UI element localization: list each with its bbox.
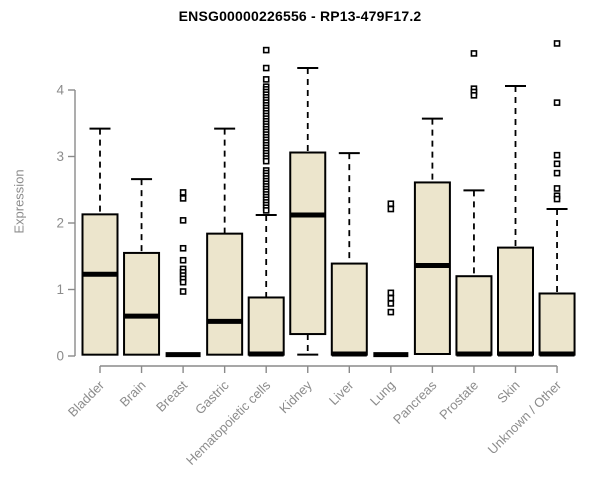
chart-title: ENSG00000226556 - RP13-479F17.2 xyxy=(178,8,422,24)
outlier-point xyxy=(262,207,270,214)
x-category-label: Kidney xyxy=(276,377,315,416)
outlier-point xyxy=(262,64,270,72)
y-tick-label: 1 xyxy=(56,282,64,297)
outlier-point xyxy=(179,244,187,252)
box-iqr xyxy=(497,246,534,356)
outlier-point xyxy=(470,92,478,99)
outlier-point xyxy=(387,289,395,297)
x-category-label: Breast xyxy=(153,377,190,414)
outlier-point xyxy=(179,189,187,196)
box-iqr xyxy=(206,232,244,356)
y-tick-label: 4 xyxy=(56,83,64,98)
outlier-point xyxy=(470,50,478,57)
box-iqr xyxy=(413,181,451,356)
outlier-point xyxy=(262,46,270,54)
outlier-point xyxy=(553,185,561,192)
box-iqr xyxy=(81,213,119,356)
outlier-point xyxy=(553,195,561,203)
x-category-label: Gastric xyxy=(192,377,232,417)
outlier-point xyxy=(179,195,187,202)
y-tick-label: 2 xyxy=(56,216,64,231)
outlier-point xyxy=(387,205,395,213)
outlier-point xyxy=(553,151,561,159)
x-category-label: Liver xyxy=(326,377,357,408)
outlier-point xyxy=(179,278,187,286)
outlier-point xyxy=(262,157,270,165)
outlier-point xyxy=(179,288,187,295)
box-iqr xyxy=(123,251,161,356)
x-category-label: Lung xyxy=(367,378,398,409)
outlier-point xyxy=(553,169,561,177)
y-tick-label: 0 xyxy=(56,349,64,364)
x-category-label: Prostate xyxy=(436,378,481,423)
box-iqr xyxy=(330,262,368,356)
box-iqr xyxy=(289,151,327,336)
outlier-point xyxy=(179,256,187,264)
outlier-point xyxy=(553,160,561,168)
x-category-label: Unknown / Other xyxy=(485,377,565,457)
outlier-point xyxy=(387,200,395,208)
outlier-point xyxy=(553,99,561,106)
x-category-label: Bladder xyxy=(65,377,108,420)
x-category-label: Brain xyxy=(117,378,149,410)
box-iqr xyxy=(455,275,493,356)
outlier-point xyxy=(262,76,270,83)
outlier-point xyxy=(387,300,395,307)
box-iqr xyxy=(538,292,576,356)
outlier-point xyxy=(387,308,395,316)
outlier-point xyxy=(179,217,187,224)
box-iqr xyxy=(247,296,285,356)
outlier-point xyxy=(553,40,561,47)
x-category-label: Pancreas xyxy=(390,377,440,427)
x-category-label: Skin xyxy=(494,378,522,406)
outlier-point xyxy=(387,294,395,302)
y-tick-label: 3 xyxy=(56,149,64,164)
